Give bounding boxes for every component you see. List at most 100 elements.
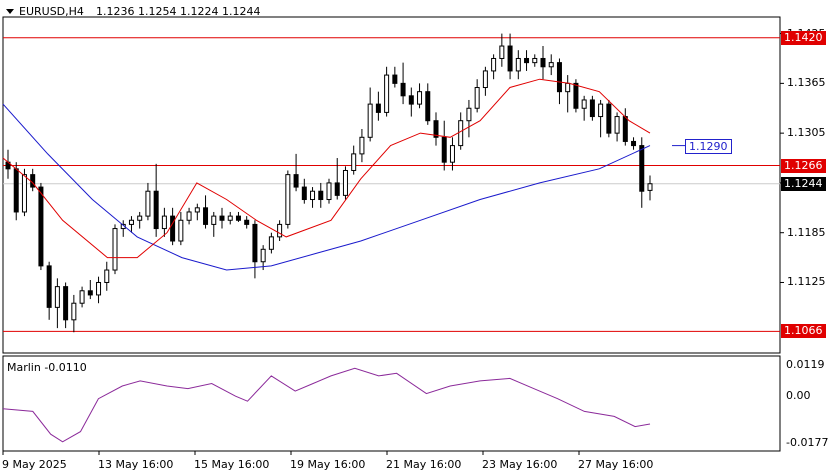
moving-averages — [2, 78, 685, 271]
candle-body — [466, 107, 472, 122]
candle-body — [170, 215, 176, 242]
time-label-6: 23 May 16:00 — [482, 458, 558, 471]
candle-body — [614, 116, 620, 134]
candle-body — [293, 174, 299, 188]
price-tick-label: 1.1305 — [787, 126, 826, 140]
candle-body — [581, 99, 587, 109]
candle-body — [112, 228, 118, 271]
indicator-tick-top: 0.0119 — [786, 358, 825, 371]
candle-body — [384, 74, 390, 113]
candle-body — [71, 302, 77, 321]
level-tag-1066: 1.1066 — [781, 324, 826, 339]
slow-ma-line — [2, 103, 651, 271]
candle-body — [334, 182, 340, 196]
indicator-pane[interactable] — [2, 355, 781, 452]
candle-body — [235, 215, 241, 221]
candle-body — [194, 207, 200, 213]
time-label-4: 19 May 16:00 — [290, 458, 366, 471]
candle-body — [203, 207, 209, 225]
candle-body — [458, 120, 464, 147]
candle-body — [252, 223, 258, 263]
candle-body — [622, 116, 628, 142]
level-tag-1420: 1.1420 — [781, 30, 826, 45]
candlesticks — [5, 33, 653, 333]
candle-body — [178, 219, 184, 242]
candle-body — [573, 82, 579, 109]
indicator-name: Marlin -0.0110 — [7, 361, 87, 374]
price-pane[interactable] — [2, 16, 781, 354]
candle-body — [342, 169, 348, 196]
candle-body — [639, 145, 645, 192]
marlin-line — [2, 367, 651, 443]
axis-ticks — [2, 33, 784, 455]
candle-body — [13, 168, 19, 213]
candle-body — [433, 120, 439, 138]
candle-body — [507, 45, 513, 72]
candle-body — [318, 190, 324, 201]
candle-body — [367, 103, 373, 138]
candle-body — [400, 82, 406, 97]
candle-body — [38, 186, 44, 267]
candle-body — [647, 183, 653, 191]
candle-body — [606, 103, 612, 134]
time-label-7: 27 May 16:00 — [578, 458, 654, 471]
candle-body — [219, 215, 225, 221]
candle-body — [565, 82, 571, 93]
level-tag-1266: 1.1266 — [781, 158, 826, 173]
candle-body — [87, 290, 93, 296]
candle-body — [63, 286, 69, 321]
candle-body — [540, 57, 546, 68]
candle-body — [227, 215, 233, 221]
candle-body — [491, 57, 497, 72]
time-label-2: 13 May 16:00 — [98, 458, 174, 471]
current-price-tag: 1.1244 — [781, 176, 826, 191]
price-tick-label: 1.1125 — [787, 275, 826, 289]
oscillator — [2, 367, 651, 443]
candle-body — [285, 174, 291, 225]
candle-body — [186, 211, 192, 221]
price-tick-label: 1.1365 — [787, 76, 826, 90]
candle-body — [161, 215, 167, 230]
indicator-tick-bottom: -0.0177 — [786, 436, 829, 449]
candle-body — [277, 223, 283, 238]
price-tick-label: 1.1185 — [787, 225, 826, 239]
candle-body — [532, 57, 538, 64]
candle-body — [145, 190, 151, 217]
candle-body — [598, 103, 604, 118]
candle-body — [104, 269, 110, 283]
candle-body — [301, 186, 307, 201]
candle-body — [548, 62, 554, 68]
candle-body — [244, 219, 250, 225]
candle-body — [21, 174, 27, 213]
time-label-1: 9 May 2025 — [2, 458, 67, 471]
symbol-label: EURUSD,H4 — [19, 5, 84, 18]
candle-body — [515, 57, 521, 72]
candle-body — [499, 45, 505, 59]
candle-body — [310, 190, 316, 201]
indicator-tick-zero: 0.00 — [786, 389, 811, 402]
candle-body — [417, 91, 423, 105]
fast-ma-line — [2, 78, 651, 259]
candle-body — [425, 91, 431, 122]
candle-body — [375, 103, 381, 113]
candle-body — [46, 265, 52, 308]
candle-body — [260, 248, 266, 263]
candle-body — [556, 62, 562, 93]
candle-body — [449, 145, 455, 163]
candle-body — [326, 182, 332, 201]
time-label-3: 15 May 16:00 — [194, 458, 270, 471]
candle-body — [474, 87, 480, 109]
time-label-5: 21 May 16:00 — [386, 458, 462, 471]
candle-body — [137, 215, 143, 221]
candle-body — [268, 236, 274, 250]
candle-body — [54, 286, 60, 308]
ma-callout-label: 1.1290 — [685, 138, 732, 154]
ohlc-readout: 1.1236 1.1254 1.1224 1.1244 — [96, 5, 261, 18]
candle-body — [359, 136, 365, 155]
candle-body — [589, 99, 595, 118]
candle-body — [128, 219, 134, 225]
chart-menu-icon[interactable] — [6, 9, 14, 14]
candle-body — [79, 290, 85, 304]
candle-body — [153, 190, 159, 230]
